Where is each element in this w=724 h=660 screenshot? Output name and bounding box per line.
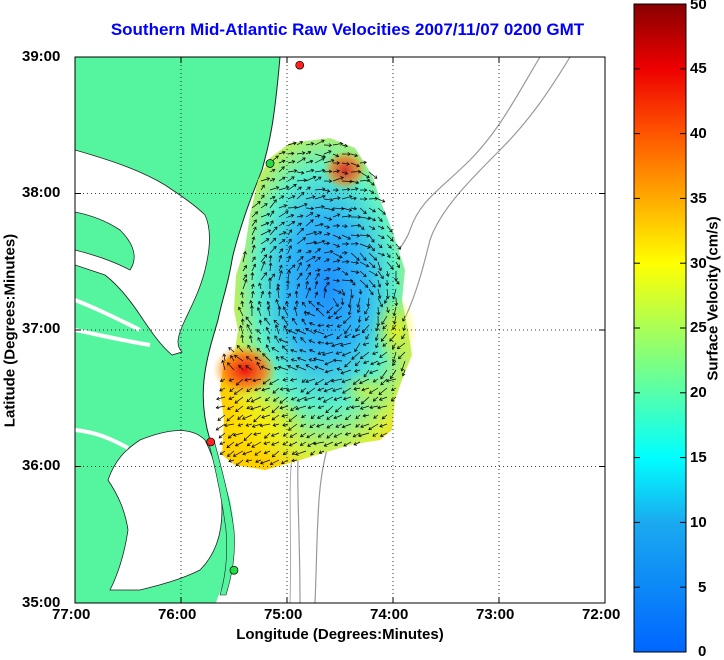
colorbar-tick-label: 45 [690,60,707,77]
station-marker-red [296,61,304,69]
y-tick-label: 36:00 [22,457,60,474]
colorbar-tick-label: 50 [690,0,707,13]
y-tick-label: 37:00 [22,320,60,337]
colorbar-tick-label: 20 [690,384,707,401]
x-tick-label: 75:00 [264,606,302,623]
station-marker-green [266,159,274,167]
y-axis-label: Latitude (Degrees:Minutes) [2,166,19,496]
colorbar-tick-label: 0 [698,643,706,660]
colorbar-tick-label: 35 [690,190,707,207]
colorbar [634,4,686,652]
colorbar-tick-label: 5 [698,579,706,596]
x-tick-label: 73:00 [476,606,514,623]
y-tick-label: 38:00 [22,184,60,201]
bathymetry-contour [290,455,292,603]
colorbar-tick-label: 40 [690,125,707,142]
colorbar-tick-label: 25 [690,319,707,336]
x-axis-label: Longitude (Degrees:Minutes) [75,626,605,643]
station-marker-red [207,438,215,446]
y-tick-label: 35:00 [22,594,60,611]
colorbar-tick-label: 30 [690,255,707,272]
high-velocity-region [213,344,277,396]
y-tick-label: 39:00 [22,48,60,65]
colorbar-tick-label: 15 [690,449,707,466]
x-tick-label: 76:00 [158,606,196,623]
x-tick-label: 74:00 [370,606,408,623]
colorbar-label: Surface Velocity (cm/s) [705,134,722,464]
x-tick-label: 72:00 [582,606,620,623]
map-title: Southern Mid-Atlantic Raw Velocities 200… [0,20,695,40]
colorbar-tick-label: 10 [690,514,707,531]
station-marker-green [230,566,238,574]
